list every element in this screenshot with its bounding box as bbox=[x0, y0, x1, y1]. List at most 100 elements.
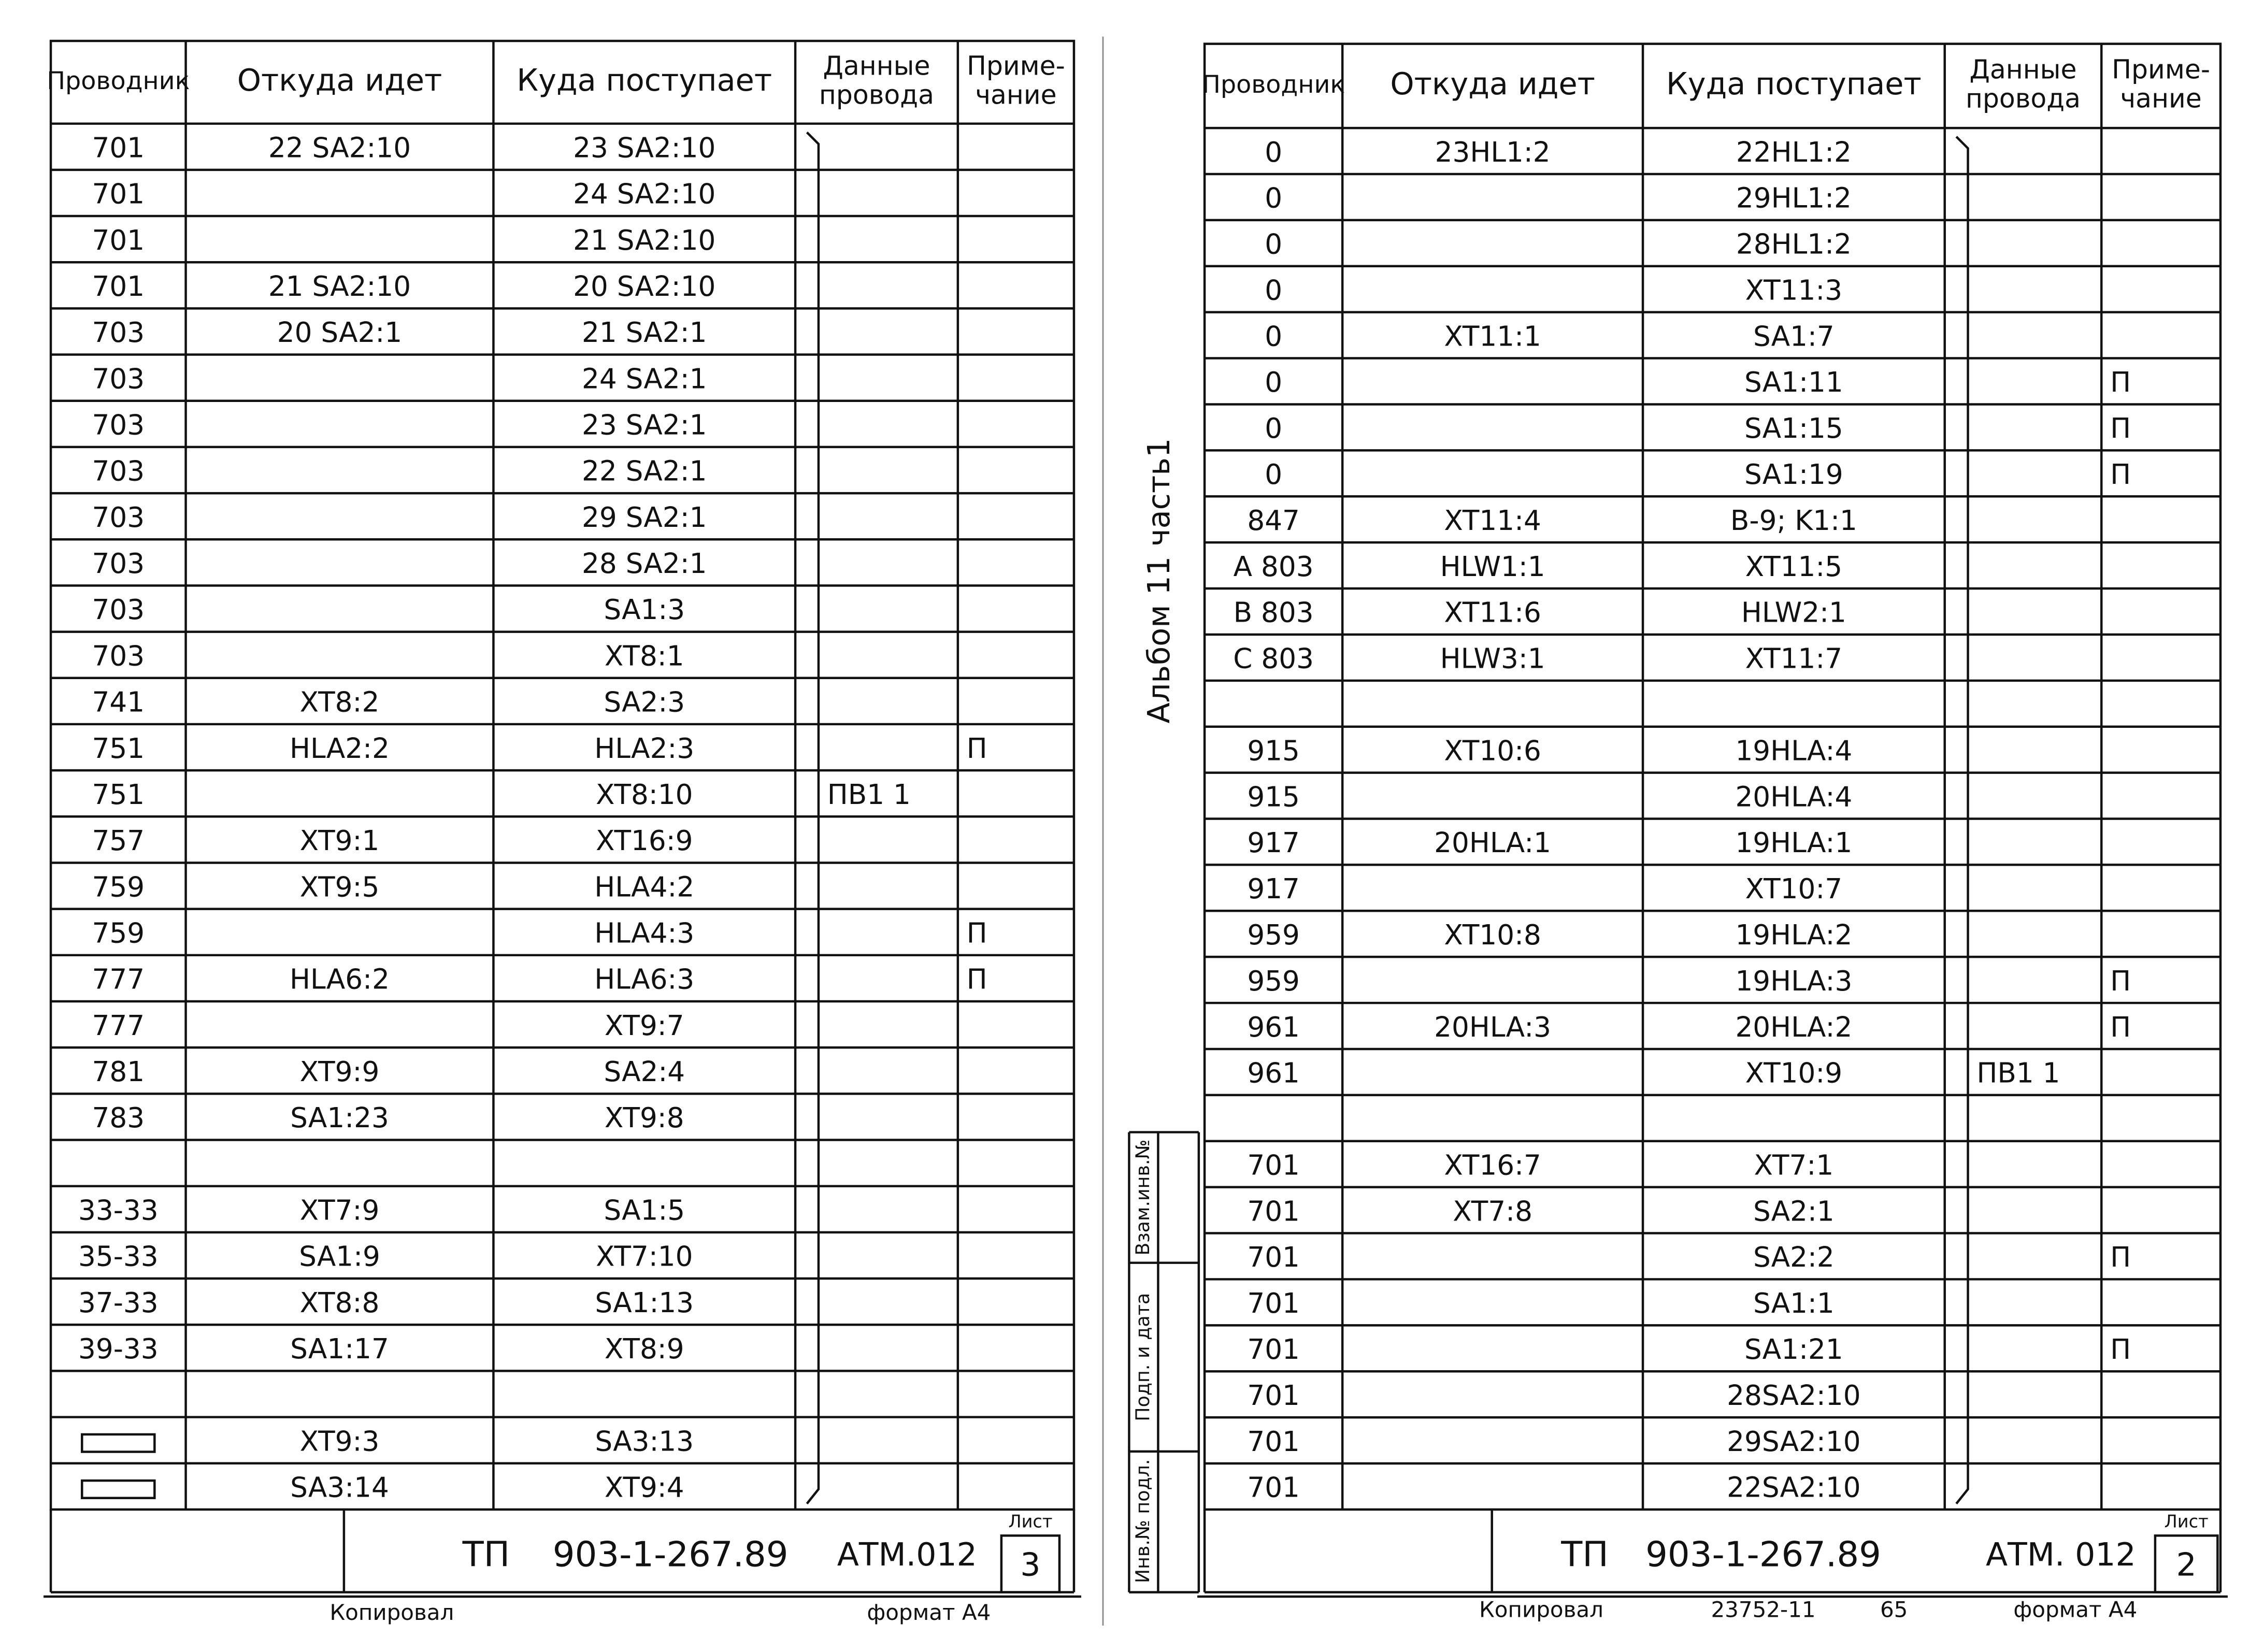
cell-from: XT9:5 bbox=[300, 871, 380, 903]
cell-wire: 701 bbox=[92, 178, 145, 210]
footer-text: формат А4 bbox=[2013, 1597, 2137, 1622]
cell-wire: 701 bbox=[1247, 1195, 1300, 1227]
column-header: Проводник bbox=[1202, 70, 1345, 99]
side-stamp: Инв.№ подл. bbox=[1131, 1459, 1154, 1584]
cell-to: SA1:3 bbox=[604, 594, 685, 626]
cell-wire: 703 bbox=[92, 640, 145, 672]
cell-to: XT7:1 bbox=[1754, 1149, 1834, 1181]
data-bracket bbox=[806, 131, 820, 1505]
cell-wire: 0 bbox=[1265, 274, 1282, 306]
cell-note: П bbox=[2110, 1333, 2131, 1366]
cell-from: XT10:8 bbox=[1444, 919, 1541, 951]
cell-wire: 961 bbox=[1247, 1057, 1300, 1089]
cell-wire: 37-33 bbox=[78, 1287, 159, 1319]
column-header: Проводник bbox=[47, 67, 190, 95]
cell-from: XT9:3 bbox=[300, 1425, 380, 1457]
cell-to: SA1:19 bbox=[1744, 458, 1843, 491]
data-bracket bbox=[1955, 136, 1969, 1505]
cell-to: 23 SA2:10 bbox=[573, 132, 715, 164]
cell-to: 28HL1:2 bbox=[1736, 228, 1852, 261]
cell-to: XT10:7 bbox=[1745, 873, 1843, 905]
column-header: провода bbox=[819, 79, 934, 110]
cell-wire: 35-33 bbox=[78, 1241, 159, 1273]
cell-to: 29SA2:10 bbox=[1727, 1426, 1860, 1458]
cell-to: 24 SA2:1 bbox=[582, 363, 707, 395]
stamp-doc: АТМ.012 bbox=[837, 1536, 977, 1573]
cell-to: XT7:10 bbox=[596, 1241, 693, 1273]
cell-to: SA1:1 bbox=[1753, 1287, 1835, 1319]
cell-from: XT7:9 bbox=[300, 1195, 380, 1227]
cell-to: SA1:11 bbox=[1744, 366, 1843, 398]
cell-note: П bbox=[967, 917, 987, 949]
cell-to: XT10:9 bbox=[1745, 1057, 1843, 1089]
cell-wire: 757 bbox=[92, 825, 145, 857]
column-header: Откуда идет bbox=[237, 62, 442, 98]
cell-wire: 701 bbox=[92, 224, 145, 256]
cell-from: 22 SA2:10 bbox=[268, 132, 411, 164]
cell-wire: 703 bbox=[92, 363, 145, 395]
cell-wire: 0 bbox=[1265, 458, 1282, 491]
cell-from: 21 SA2:10 bbox=[268, 270, 411, 303]
cell-to: 20HLA:4 bbox=[1735, 781, 1852, 813]
side-stamp: Взам.инв.№ bbox=[1131, 1140, 1154, 1256]
cell-note: П bbox=[2110, 412, 2131, 444]
cell-wire: 703 bbox=[92, 455, 145, 487]
cell-to: HLA6:3 bbox=[594, 964, 694, 996]
cell-to: 24 SA2:10 bbox=[573, 178, 715, 210]
cell-wire: 959 bbox=[1247, 919, 1300, 951]
cell-to: 29 SA2:1 bbox=[582, 501, 707, 534]
cell-from: HLA2:2 bbox=[290, 732, 390, 765]
footer-text: Копировал bbox=[329, 1600, 454, 1625]
cell-wire: 783 bbox=[92, 1102, 145, 1134]
cell-to: SA1:7 bbox=[1753, 320, 1835, 352]
cell-wire: 759 bbox=[92, 917, 145, 949]
cell-to: XT11:5 bbox=[1745, 551, 1843, 583]
cell-to: 20 SA2:10 bbox=[573, 270, 715, 303]
cell-to: SA3:13 bbox=[595, 1425, 694, 1457]
cell-wire: 701 bbox=[92, 270, 145, 303]
cell-from: XT11:6 bbox=[1444, 597, 1541, 629]
column-header: провода bbox=[1966, 83, 2081, 113]
cell-from: XT11:4 bbox=[1444, 505, 1541, 537]
cell-to: 19HLA:1 bbox=[1735, 827, 1852, 859]
cell-wire: 781 bbox=[92, 1056, 145, 1088]
column-header: Данные bbox=[1969, 54, 2076, 84]
cell-wire: 0 bbox=[1265, 136, 1282, 168]
cell-to: XT9:7 bbox=[605, 1010, 684, 1042]
cell-to: XT16:9 bbox=[596, 825, 693, 857]
cell-wire: 701 bbox=[1247, 1472, 1300, 1504]
cell-note: П bbox=[967, 732, 987, 765]
cell-wire: 0 bbox=[1265, 366, 1282, 398]
table-frame bbox=[1203, 42, 2222, 1511]
cell-wire: 701 bbox=[1247, 1333, 1300, 1366]
stamp-number: 903-1-267.89 bbox=[1645, 1534, 1881, 1574]
cell-wire: 847 bbox=[1247, 505, 1300, 537]
cell-wire: 0 bbox=[1265, 320, 1282, 352]
stamp-number: 903-1-267.89 bbox=[553, 1534, 789, 1574]
cell-wire: C 803 bbox=[1233, 643, 1314, 675]
footer-text: формат А4 bbox=[867, 1600, 991, 1625]
cell-wire: 701 bbox=[92, 132, 145, 164]
cell-wire: 777 bbox=[92, 1010, 145, 1042]
cell-to: 19HLA:3 bbox=[1735, 965, 1852, 997]
cell-to: HLW2:1 bbox=[1741, 597, 1846, 629]
cell-from: 23HL1:2 bbox=[1435, 136, 1551, 168]
cell-wire: 701 bbox=[1247, 1380, 1300, 1412]
cell-wire: 759 bbox=[92, 871, 145, 903]
cell-to: 28SA2:10 bbox=[1727, 1380, 1860, 1412]
sheet-number: 2 bbox=[2176, 1546, 2197, 1584]
cell-wire: 915 bbox=[1247, 735, 1300, 767]
cell-from: XT8:2 bbox=[300, 686, 380, 719]
cell-wire: 959 bbox=[1247, 965, 1300, 997]
cell-to: XT9:8 bbox=[605, 1102, 684, 1134]
cell-to: HLA4:3 bbox=[594, 917, 694, 949]
cell-wire: 703 bbox=[92, 501, 145, 534]
cell-wire: 701 bbox=[1247, 1149, 1300, 1181]
sheet-label: Лист bbox=[2165, 1512, 2209, 1532]
cell-wire: 39-33 bbox=[78, 1333, 159, 1365]
column-header: Приме- bbox=[2112, 54, 2210, 84]
column-header: Откуда идет bbox=[1390, 66, 1595, 102]
cell-from: 20HLA:1 bbox=[1434, 827, 1551, 859]
